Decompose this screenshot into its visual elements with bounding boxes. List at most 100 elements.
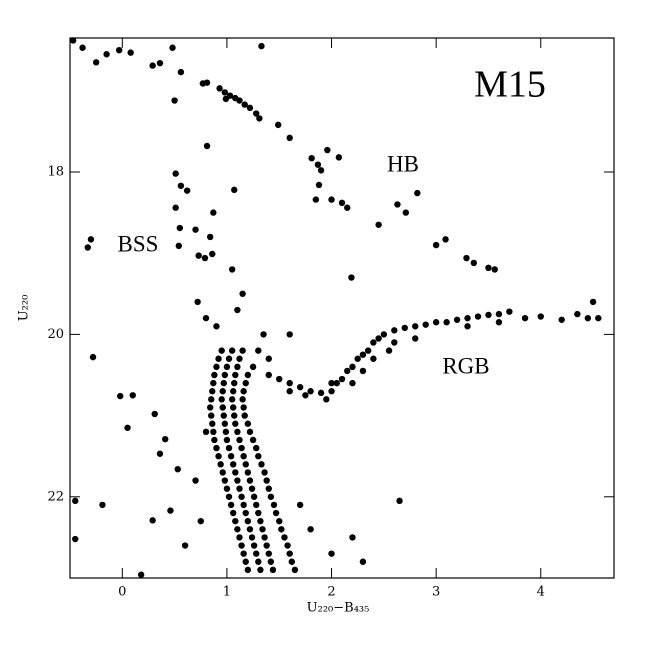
star-point [230,388,237,395]
star-point [286,331,293,338]
star-point [253,110,260,117]
star-point [584,314,592,322]
star-point [324,146,331,154]
star-point [246,477,254,484]
star-point [162,435,169,443]
star-point [236,97,243,104]
star-point [258,42,265,50]
star-point [537,313,544,320]
star-point [314,161,322,168]
star-point [240,404,247,411]
star-point [246,526,254,533]
y-tick-label: 22 [47,489,64,504]
star-point [255,347,262,354]
star-point [197,517,204,525]
star-point [270,501,278,509]
star-point [223,363,231,371]
star-point [396,497,403,505]
star-point [210,428,217,436]
star-point [349,363,356,371]
star-point [239,347,246,354]
star-point [491,266,498,273]
star-point [201,254,209,262]
star-point [177,182,185,189]
star-point [267,558,275,565]
star-point [244,371,252,379]
star-point [286,388,293,395]
star-point [248,534,256,541]
star-point [267,493,275,500]
star-point [232,420,239,427]
star-point [84,244,91,251]
star-point [137,571,145,578]
star-point [414,189,421,197]
star-point [288,558,295,565]
star-point [260,331,267,338]
star-point [172,170,179,177]
star-point [328,196,335,203]
star-point [172,204,179,211]
star-point [221,89,229,96]
star-point [202,314,210,322]
star-point [210,379,217,387]
star-point [211,436,218,444]
star-point [443,319,450,326]
star-point [238,493,245,500]
y-tick-label: 20 [47,327,64,342]
star-point [227,452,235,460]
star-point [284,542,291,549]
star-point [124,424,131,431]
star-point [228,396,236,403]
star-point [256,115,263,122]
star-point [464,323,471,330]
star-point [370,355,377,362]
star-point [175,242,182,250]
star-point [227,501,235,509]
star-point [230,404,237,411]
star-point [261,534,268,541]
star-point [177,68,185,76]
star-point [225,493,233,500]
x-tick-label: 1 [223,585,231,600]
star-point [219,388,226,395]
star-point [149,517,156,524]
star-point [333,379,340,387]
x-tick-label: 3 [432,585,440,600]
star-point [317,167,325,174]
star-point [69,37,77,44]
star-point [208,396,215,403]
star-point [213,363,220,371]
star-point [228,266,236,273]
star-point [412,335,419,342]
star-point [202,428,210,436]
y-axis-label: U₂₂₀ [17,295,32,322]
star-point [257,517,264,525]
star-point [370,339,377,346]
star-point [218,396,225,403]
star-point [296,383,304,391]
star-point [432,241,440,249]
star-point [213,323,220,330]
star-point [171,97,178,104]
star-point [217,461,224,468]
star-point [218,347,225,354]
x-axis-label: U₂₂₀−B₄₃₅ [307,601,370,616]
star-point [246,104,254,112]
y-tick-label: 18 [47,164,64,179]
star-point [506,308,513,315]
star-point [221,420,229,427]
star-point [276,375,283,383]
star-point [240,452,247,460]
star-point [244,566,252,574]
star-point [228,347,236,354]
star-point [242,509,249,517]
star-point [151,410,158,418]
star-point [485,311,492,319]
star-point [265,371,272,379]
star-point [234,526,241,533]
star-point [242,558,249,565]
star-point [278,526,285,533]
star-point [174,465,181,473]
x-tick-label: 4 [537,585,545,600]
star-point [211,371,218,379]
